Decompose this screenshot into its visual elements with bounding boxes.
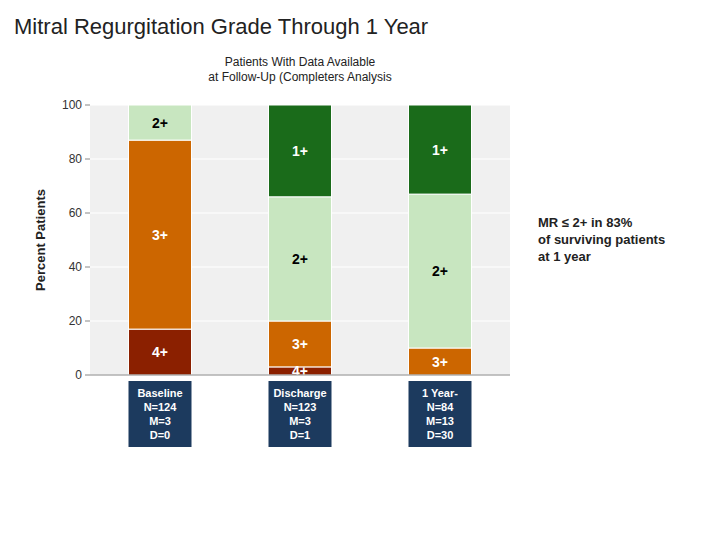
x-axis-line xyxy=(90,375,510,376)
segment-label: 2+ xyxy=(152,115,168,131)
bar-segment xyxy=(129,140,192,329)
bar-segment xyxy=(269,197,332,321)
bar-segment xyxy=(269,321,332,367)
text-line: Baseline xyxy=(137,387,182,399)
plot-background xyxy=(90,105,510,375)
bar-segment xyxy=(269,105,332,197)
y-tick-label: 80 xyxy=(69,152,83,166)
text-line: D=1 xyxy=(290,429,311,441)
text-line: Patients With Data Available xyxy=(225,55,376,69)
y-tick xyxy=(85,159,90,160)
segment-label: 3+ xyxy=(432,354,448,370)
text-line: 1 Year- xyxy=(422,387,458,399)
bar-segment xyxy=(129,329,192,375)
bar-segment xyxy=(129,105,192,140)
title: Mitral Regurgitation Grade Through 1 Yea… xyxy=(14,14,428,39)
segment-label: 2+ xyxy=(432,263,448,279)
x-tick-label: 1 Year- N=84 M=13 D=30 xyxy=(422,387,458,441)
y-tick xyxy=(85,321,90,322)
bar-segment xyxy=(409,348,472,375)
text-line: N=123 xyxy=(284,401,317,413)
bar-segment xyxy=(409,194,472,348)
y-tick-label: 0 xyxy=(75,368,82,382)
y-tick-label: 60 xyxy=(69,206,83,220)
y-tick-label: 40 xyxy=(69,260,83,274)
text-line: Discharge xyxy=(273,387,326,399)
annotation: MR ≤ 2+ in 83% of surviving patients at 1 … xyxy=(538,215,665,264)
chart-container: Mitral Regurgitation Grade Through 1 Yea… xyxy=(0,0,720,540)
text-line: N=84 xyxy=(427,401,454,413)
segment-label: 3+ xyxy=(152,227,168,243)
segment-label: 4+ xyxy=(292,363,308,379)
x-tick-label: Baseline N=124 M=3 D=0 xyxy=(137,387,182,441)
y-tick xyxy=(85,375,90,376)
y-axis-label: Percent Patients xyxy=(33,189,48,291)
text-line: D=0 xyxy=(150,429,171,441)
text-line: MR ≤ 2+ in 83% xyxy=(538,215,633,230)
segment-label: 1+ xyxy=(432,142,448,158)
bar-segment xyxy=(409,105,472,194)
category-box xyxy=(409,381,472,447)
y-tick-label: 20 xyxy=(69,314,83,328)
y-tick xyxy=(85,213,90,214)
text-line: at Follow-Up (Completers Analysis xyxy=(208,70,391,84)
text-line: M=13 xyxy=(426,415,454,427)
grid-line xyxy=(90,374,510,375)
segment-label: 4+ xyxy=(152,344,168,360)
segment-label: 2+ xyxy=(292,251,308,267)
segment-label: 1+ xyxy=(292,143,308,159)
text-line: at 1 year xyxy=(538,249,591,264)
chart-svg: Mitral Regurgitation Grade Through 1 Yea… xyxy=(0,0,720,540)
text-line: M=3 xyxy=(289,415,311,427)
bars xyxy=(129,105,472,375)
category-box xyxy=(269,381,332,447)
segment-label: 3+ xyxy=(292,336,308,352)
subtitle: Patients With Data Availableat Follow-Up… xyxy=(208,55,391,84)
text-line: of surviving patients xyxy=(538,232,665,247)
segment-labels: 4+ 3+ 2+ 4+ 3+ 2+ 1+ 3+ 2+ 1+ xyxy=(152,115,448,379)
text-line: D=30 xyxy=(427,429,454,441)
y-tick-label: 100 xyxy=(62,98,82,112)
x-tick-label: Discharge N=123 M=3 D=1 xyxy=(273,387,326,441)
y-tick xyxy=(85,267,90,268)
text-line: M=3 xyxy=(149,415,171,427)
y-tick xyxy=(85,105,90,106)
category-box xyxy=(129,381,192,447)
bar-segment xyxy=(129,105,192,106)
text-line: N=124 xyxy=(144,401,178,413)
